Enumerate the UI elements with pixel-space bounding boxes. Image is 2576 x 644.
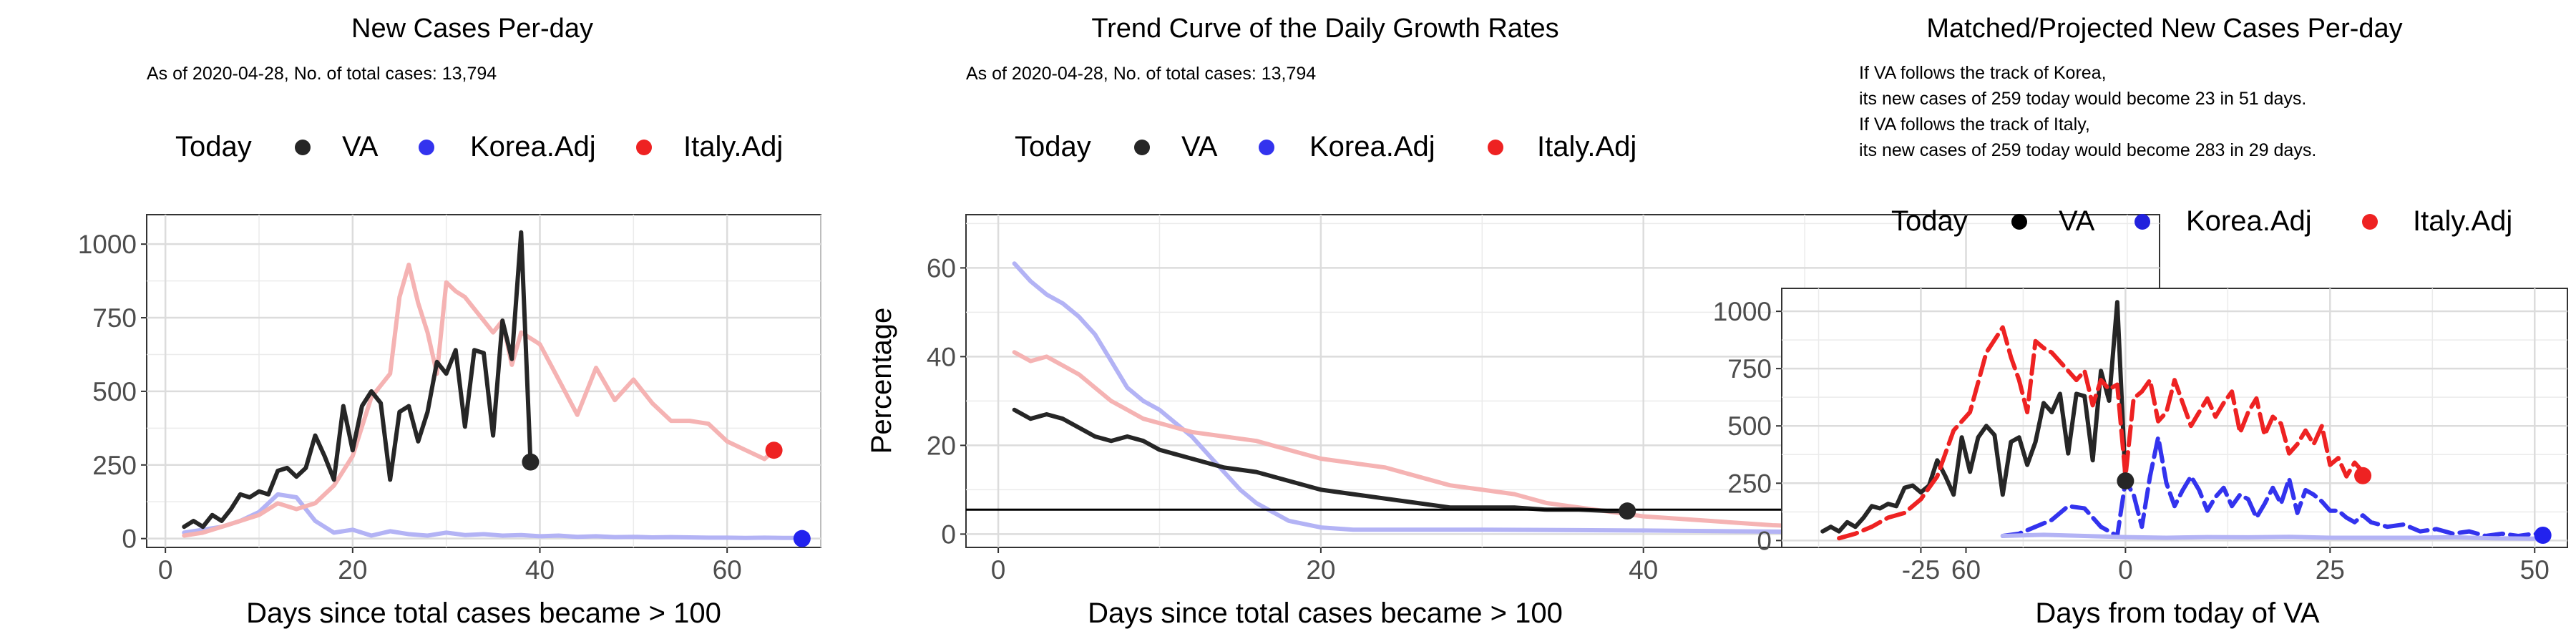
panel1-legend-korea-label: Korea.Adj xyxy=(470,131,596,162)
panel2-legend-korea-key xyxy=(1259,140,1274,155)
y-tick-label: 0 xyxy=(941,519,956,549)
series-line-italy-adj xyxy=(182,263,776,538)
y-tick-label: 20 xyxy=(927,431,956,460)
panel3-legend-korea-key xyxy=(2135,214,2150,230)
x-tick-label: 25 xyxy=(2316,555,2345,585)
panel2-legend-italy-label: Italy.Adj xyxy=(1537,131,1636,162)
panel-projected: Matched/Projected New Cases Per-day If V… xyxy=(1713,14,2568,629)
x-tick-label: 40 xyxy=(1629,555,1658,585)
panel3-xlabel: Days from today of VA xyxy=(2035,597,2320,629)
y-tick-label: 750 xyxy=(1727,354,1772,384)
y-tick-label: 0 xyxy=(1757,526,1772,555)
x-tick-label: 60 xyxy=(713,555,742,585)
panel-new-cases: New Cases Per-day As of 2020-04-28, No. … xyxy=(78,14,821,629)
y-tick-label: 250 xyxy=(92,451,137,480)
x-tick-label: 0 xyxy=(2118,555,2133,585)
panel3-title: Matched/Projected New Cases Per-day xyxy=(1926,14,2402,44)
panel1-subtitle: As of 2020-04-28, No. of total cases: 13… xyxy=(147,64,497,84)
today-point-italy-adj xyxy=(765,441,783,459)
panel1-legend-va-key xyxy=(295,140,311,155)
y-tick-label: 500 xyxy=(1727,411,1772,441)
y-tick-label: 250 xyxy=(1727,469,1772,498)
today-point-va xyxy=(2117,472,2135,490)
series-line-korea-adj-matched xyxy=(2000,532,2545,541)
x-tick-label: 40 xyxy=(525,555,555,585)
panel3-legend-title: Today xyxy=(1891,205,1968,237)
series-line-korea-adj xyxy=(1012,261,2097,536)
panel1-legend-title: Today xyxy=(175,131,252,162)
panel3-legend: Today VA Korea.Adj Italy.Adj xyxy=(1891,205,2512,237)
x-tick-label: -25 xyxy=(1902,555,1940,585)
panel1-series xyxy=(182,230,811,547)
panel2-legend-italy-key xyxy=(1488,140,1503,155)
panel2-subtitle: As of 2020-04-28, No. of total cases: 13… xyxy=(966,64,1316,84)
today-point-va xyxy=(1619,502,1636,520)
panel2-xlabel: Days since total cases became > 100 xyxy=(1088,597,1563,629)
panel2-ticks: 0 20 40 60 0 20 40 60 xyxy=(927,253,1981,585)
panel3-grid xyxy=(1782,288,2567,547)
x-tick-label: 0 xyxy=(991,555,1006,585)
panel3-note-1: If VA follows the track of Korea, xyxy=(1859,63,2107,83)
series-line-va xyxy=(1820,300,2128,534)
panel3-legend-italy-label: Italy.Adj xyxy=(2413,205,2512,237)
y-tick-label: 0 xyxy=(122,525,137,554)
y-tick-label: 1000 xyxy=(78,230,137,259)
panel1-title: New Cases Per-day xyxy=(351,14,593,44)
y-tick-label: 500 xyxy=(92,377,137,406)
panel1-ticks: 0 20 40 60 0 250 500 750 1000 xyxy=(78,230,742,585)
x-tick-label: 20 xyxy=(1306,555,1335,585)
x-tick-label: 20 xyxy=(338,555,367,585)
panel2-ylabel: Percentage xyxy=(866,308,897,454)
today-point-korea-adj xyxy=(793,530,811,547)
panel1-legend-italy-label: Italy.Adj xyxy=(683,131,783,162)
y-tick-label: 40 xyxy=(927,342,956,371)
panel1-legend-va-label: VA xyxy=(342,131,379,162)
panel2-legend-va-key xyxy=(1134,140,1150,155)
panel1-plot: 0 20 40 60 0 250 500 750 1000 xyxy=(78,214,821,585)
panel3-note-2: its new cases of 259 today would become … xyxy=(1859,89,2306,109)
x-tick-label: 60 xyxy=(1951,555,1981,585)
y-tick-label: 60 xyxy=(927,253,956,283)
panel3-series xyxy=(1820,300,2552,545)
x-tick-label: 0 xyxy=(158,555,173,585)
y-tick-label: 750 xyxy=(92,303,137,333)
panel3-note-4: its new cases of 259 today would become … xyxy=(1859,140,2316,160)
today-point-italy-adj xyxy=(2354,467,2372,484)
panel3-legend-va-label: VA xyxy=(2059,205,2095,237)
panel1-xlabel: Days since total cases became > 100 xyxy=(246,597,721,629)
panel3-plot-area xyxy=(1781,288,2568,548)
series-line-italy-adj xyxy=(1837,325,2366,541)
series-line-korea-adj xyxy=(182,492,804,540)
today-point-va xyxy=(522,453,540,471)
panel3-note-3: If VA follows the track of Italy, xyxy=(1859,114,2090,135)
today-point-korea-adj xyxy=(2534,527,2552,545)
y-tick-label: 1000 xyxy=(1713,297,1772,326)
panel1-legend-italy-key xyxy=(636,140,652,155)
panel3-legend-korea-label: Korea.Adj xyxy=(2186,205,2312,237)
panel1-legend: Today VA Korea.Adj Italy.Adj xyxy=(175,131,783,162)
series-line-italy-adj xyxy=(1012,350,2049,532)
panel2-legend-title: Today xyxy=(1015,131,1091,162)
panel3-legend-italy-key xyxy=(2362,214,2378,230)
panel1-legend-korea-key xyxy=(419,140,434,155)
panel2-title: Trend Curve of the Daily Growth Rates xyxy=(1091,14,1558,44)
series-line-va xyxy=(1012,407,1630,514)
panel2-legend-va-label: VA xyxy=(1181,131,1218,162)
x-tick-label: 50 xyxy=(2520,555,2550,585)
panel2-legend: Today VA Korea.Adj Italy.Adj xyxy=(1015,131,1636,162)
panel3-legend-va-key xyxy=(2011,214,2027,230)
series-line-va xyxy=(182,230,533,530)
panel2-legend-korea-label: Korea.Adj xyxy=(1309,131,1435,162)
